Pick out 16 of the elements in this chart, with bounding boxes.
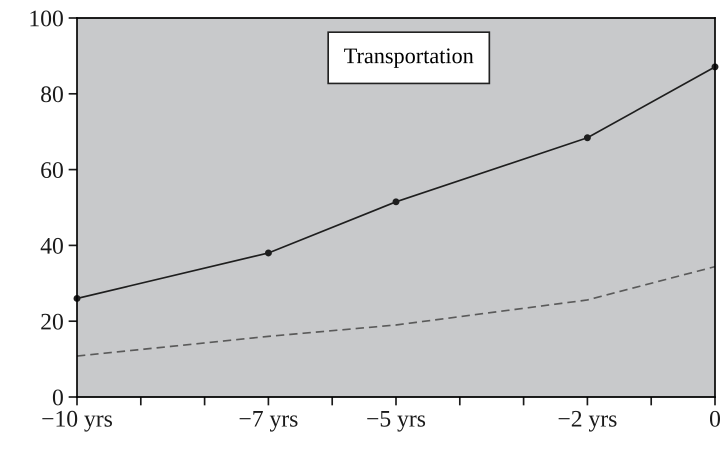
y-tick-label: 20 — [41, 314, 63, 330]
x-tick-label: −5 yrs — [367, 411, 426, 432]
y-tick-label: 60 — [41, 162, 63, 178]
x-tick-label: −7 yrs — [240, 411, 298, 432]
x-tick-label: −2 yrs — [558, 410, 616, 432]
line-series — [76, 266, 716, 357]
y-tick-label: 40 — [40, 238, 63, 254]
x-tick-label: −10 yrs — [42, 410, 112, 432]
text: Transportation — [344, 48, 474, 68]
point — [264, 250, 272, 256]
y-tick-label: 0 — [52, 389, 63, 406]
point — [392, 198, 400, 206]
x-tick-label: 0 — [710, 410, 720, 427]
y-tick-label: 80 — [41, 86, 63, 102]
y-tick-label: 100 — [30, 10, 63, 26]
point — [584, 134, 591, 142]
